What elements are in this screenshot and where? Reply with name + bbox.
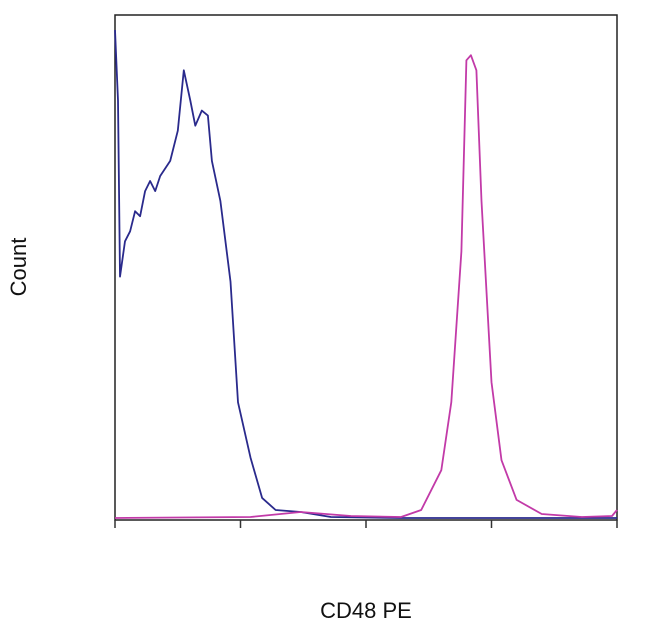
plot-frame — [114, 14, 618, 521]
y-axis-label: Count — [6, 238, 31, 297]
histogram-line — [114, 54, 618, 519]
histogram-line — [114, 30, 617, 519]
x-axis-label: CD48 PE — [320, 598, 412, 623]
